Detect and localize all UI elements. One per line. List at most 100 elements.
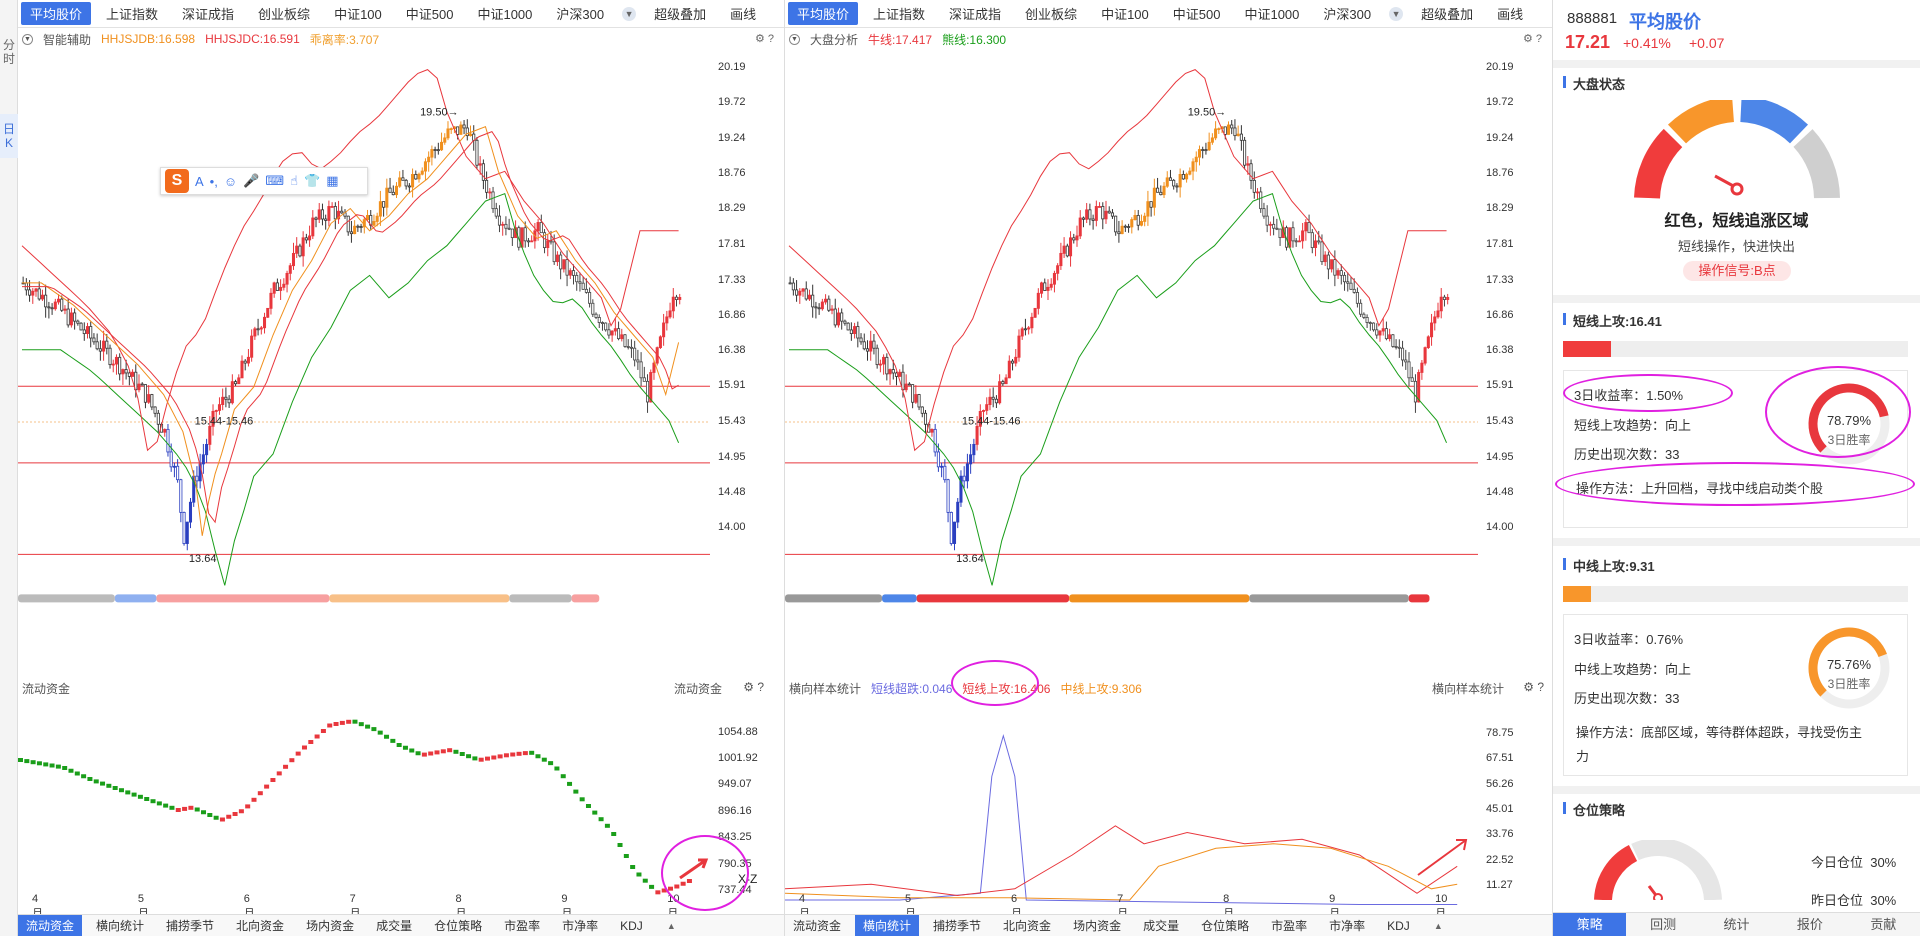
bottom-tab[interactable]: 横向统计	[96, 919, 145, 933]
candle	[1375, 323, 1379, 339]
flow-bar	[207, 813, 213, 817]
bottom-tab[interactable]: 北向资金	[1003, 919, 1052, 933]
tab-contribution[interactable]: 贡献	[1870, 917, 1897, 932]
tab-quote[interactable]: 报价	[1796, 917, 1823, 932]
bottom-tab[interactable]: 横向统计	[855, 915, 920, 936]
candle	[674, 294, 679, 307]
candle	[652, 360, 656, 380]
flow-bar	[276, 771, 282, 776]
bottom-tab[interactable]: 流动资金	[18, 915, 83, 936]
tab-avg-price[interactable]: 平均股价	[788, 2, 859, 25]
flow-bar	[49, 763, 55, 768]
candle	[182, 511, 186, 546]
emoji-icon[interactable]: ☺	[223, 173, 238, 189]
candle	[1056, 263, 1060, 281]
bottom-tab[interactable]: 场内资金	[1073, 919, 1122, 933]
right-chart-panel: 平均股价 上证指数 深证成指 创业板综 中证100 中证500 中证1000 沪…	[785, 0, 1553, 936]
horizontal-stats-chart[interactable]	[785, 700, 1553, 910]
tab-chinext[interactable]: 创业板综	[258, 7, 311, 22]
bottom-tab[interactable]: KDJ	[1387, 918, 1410, 933]
chevron-down-icon[interactable]: ▼	[1389, 6, 1404, 21]
tab-csi100[interactable]: 中证100	[1101, 7, 1149, 22]
bottom-tab[interactable]: 市净率	[562, 919, 599, 933]
indicator-label[interactable]: 智能辅助	[43, 32, 92, 47]
tab-sz-index[interactable]: 深证成指	[949, 7, 1002, 22]
price-tick: 19.24	[1486, 131, 1514, 144]
mic-icon[interactable]: 🎤	[243, 173, 260, 188]
super-overlay-button[interactable]: 超级叠加	[654, 7, 707, 22]
candle	[1436, 302, 1440, 319]
tab-daily-k[interactable]: 日K	[0, 114, 18, 158]
tab-avg-price[interactable]: 平均股价	[21, 2, 92, 25]
candle	[607, 323, 611, 339]
candle	[465, 119, 469, 141]
tab-csi500[interactable]: 中证500	[1172, 7, 1221, 22]
settings-help-icons[interactable]: ⚙ ?	[754, 33, 774, 45]
tab-statistics[interactable]: 统计	[1723, 917, 1750, 932]
period-tabs: 分时 日K	[0, 0, 18, 936]
candle	[449, 127, 453, 134]
bottom-tab[interactable]: 市盈率	[504, 919, 541, 933]
candle	[1304, 219, 1308, 241]
bottom-tab[interactable]: 场内资金	[306, 919, 355, 933]
candle	[349, 220, 353, 243]
bottom-tab[interactable]: 仓位策略	[434, 919, 483, 933]
settings-help-icons[interactable]: ⚙ ?	[1523, 680, 1544, 694]
tab-sz-index[interactable]: 深证成指	[182, 7, 235, 22]
tab-csi500[interactable]: 中证500	[405, 7, 454, 22]
collapse-icon[interactable]: ▲	[666, 920, 676, 931]
candle	[1023, 318, 1027, 336]
collapse-icon[interactable]: ▲	[1433, 920, 1443, 931]
tab-csi1000[interactable]: 中证1000	[477, 7, 533, 22]
candle	[208, 416, 212, 451]
candle	[172, 462, 176, 478]
bottom-tab[interactable]: 流动资金	[793, 919, 842, 933]
indicator-label[interactable]: 大盘分析	[810, 32, 859, 47]
tab-strategy[interactable]: 策略	[1553, 913, 1627, 936]
candle	[1330, 259, 1334, 273]
draw-line-button[interactable]: 画线	[1497, 7, 1524, 22]
tab-backtest[interactable]: 回测	[1650, 917, 1677, 932]
bottom-tab[interactable]: 捕捞季节	[166, 919, 215, 933]
bottom-tab[interactable]: KDJ	[620, 918, 643, 933]
bottom-tab[interactable]: 成交量	[376, 919, 413, 933]
settings-help-icons[interactable]: ⚙ ?	[743, 680, 764, 694]
bottom-tab[interactable]: 市盈率	[1271, 919, 1308, 933]
super-overlay-button[interactable]: 超级叠加	[1421, 7, 1474, 22]
punct-icon[interactable]: •,	[209, 173, 218, 189]
tab-sh-index[interactable]: 上证指数	[106, 7, 159, 22]
text-icon[interactable]: A	[195, 173, 204, 189]
tab-hs300[interactable]: 沪深300	[1323, 7, 1372, 22]
bottom-tab[interactable]: 成交量	[1143, 919, 1180, 933]
candle	[969, 443, 973, 474]
bottom-tab[interactable]: 捕捞季节	[933, 919, 982, 933]
tab-csi1000[interactable]: 中证1000	[1244, 7, 1300, 22]
tab-csi100[interactable]: 中证100	[334, 7, 382, 22]
candle	[985, 397, 989, 415]
indicator-dropdown-icon[interactable]: ▼	[789, 33, 800, 45]
tab-hs300[interactable]: 沪深300	[556, 7, 605, 22]
grid-icon[interactable]: ▦	[326, 173, 339, 188]
candle	[1265, 205, 1269, 233]
bottom-tab[interactable]: 仓位策略	[1201, 919, 1250, 933]
short-oversold-value: 短线超跌:0.046	[871, 682, 953, 696]
tab-chinext[interactable]: 创业板综	[1025, 7, 1078, 22]
kline-chart[interactable]: 19.50→ 15.44-15.46 13.64	[785, 48, 1553, 648]
bottom-tab[interactable]: 北向资金	[236, 919, 285, 933]
candle	[788, 276, 792, 285]
candle	[89, 321, 93, 348]
tab-sh-index[interactable]: 上证指数	[873, 7, 926, 22]
draw-line-button[interactable]: 画线	[730, 7, 757, 22]
tab-intraday[interactable]: 分时	[2, 38, 15, 66]
candle	[179, 478, 183, 523]
ime-toolbar[interactable]: S A •, ☺ 🎤 ⌨ ☝ 👕 ▦	[160, 167, 368, 195]
kline-chart[interactable]: 19.50→ 15.44-15.46 13.64	[18, 48, 785, 648]
candle	[988, 388, 992, 411]
bottom-tab[interactable]: 市净率	[1329, 919, 1366, 933]
hand-icon[interactable]: ☝	[290, 173, 298, 188]
shirt-icon[interactable]: 👕	[304, 173, 321, 188]
indicator-dropdown-icon[interactable]: ▼	[22, 33, 33, 45]
settings-help-icons[interactable]: ⚙ ?	[1522, 33, 1542, 45]
chevron-down-icon[interactable]: ▼	[622, 6, 637, 21]
keyboard-icon[interactable]: ⌨	[265, 173, 285, 188]
